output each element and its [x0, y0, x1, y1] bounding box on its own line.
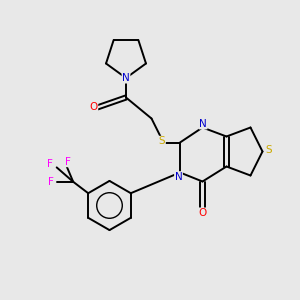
Text: N: N: [175, 172, 182, 182]
Text: S: S: [266, 145, 272, 155]
Text: N: N: [122, 73, 130, 83]
Text: N: N: [199, 119, 207, 129]
Text: F: F: [65, 157, 71, 167]
Text: S: S: [159, 136, 165, 146]
Text: O: O: [89, 102, 98, 112]
Text: O: O: [198, 208, 207, 218]
Text: F: F: [48, 177, 54, 187]
Text: F: F: [47, 159, 53, 170]
